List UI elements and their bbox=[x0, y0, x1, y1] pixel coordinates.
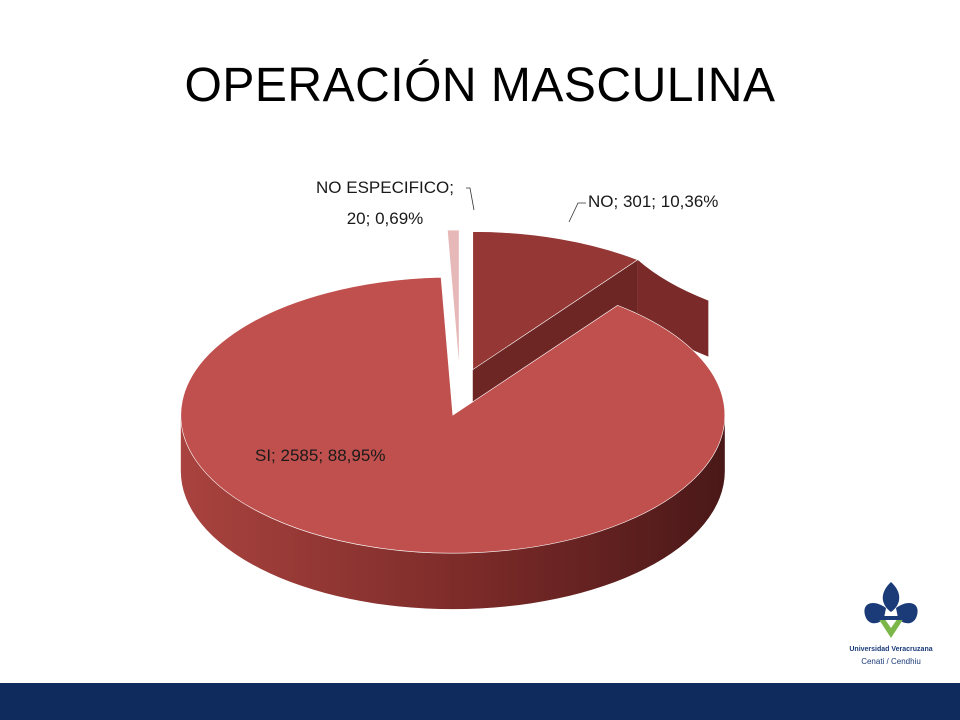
page-title: OPERACIÓN MASCULINA bbox=[184, 59, 776, 112]
fleur-de-lis-icon bbox=[864, 582, 918, 638]
slice-top-si bbox=[180, 276, 726, 554]
university-logo: Universidad Veracruzana Cenati / Cendhiu bbox=[822, 578, 960, 682]
slice-top-no-especifico bbox=[447, 229, 460, 369]
data-label-no: NO; 301; 10,36% bbox=[588, 192, 718, 211]
leader-line-no bbox=[568, 202, 586, 223]
slice-top-no bbox=[472, 231, 639, 371]
slice-rim-no bbox=[637, 259, 709, 357]
pie-slice-no-especifico bbox=[447, 229, 460, 369]
data-label-si: SI; 2585; 88,95% bbox=[255, 446, 385, 465]
data-label-no-especifico-line1: NO ESPECIFICO; bbox=[316, 178, 454, 197]
leader-line-no-especifico bbox=[466, 187, 475, 211]
pie-slice-si bbox=[180, 276, 726, 610]
slice-side-si bbox=[180, 415, 725, 610]
logo-department: Cenati / Cendhiu bbox=[861, 657, 921, 666]
logo-university-name: Universidad Veracruzana bbox=[849, 646, 933, 653]
data-label-no-especifico-line2: 20; 0,69% bbox=[347, 209, 424, 228]
pie-chart: NO; 301; 10,36% SI; 2585; 88,95% NO ESPECI… bbox=[180, 178, 726, 610]
footer-bar bbox=[0, 683, 960, 720]
